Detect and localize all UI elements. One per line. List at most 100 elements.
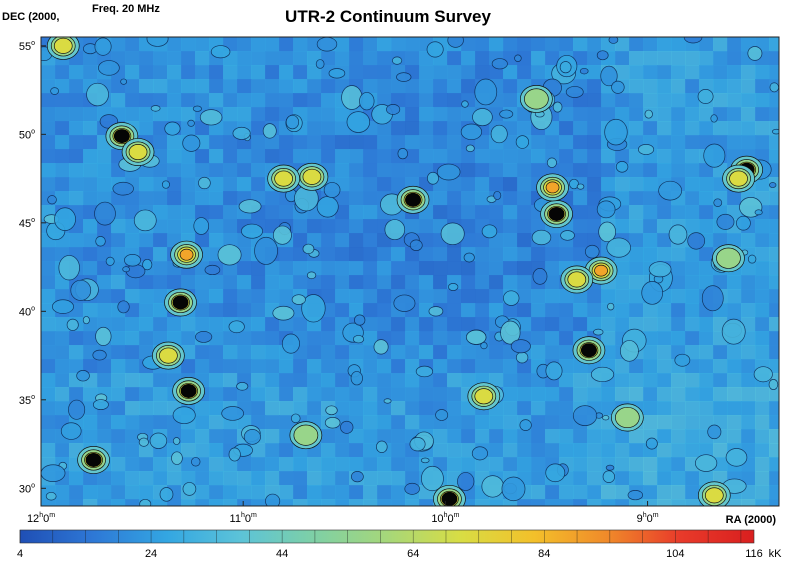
heatmap-cell	[139, 93, 154, 108]
heatmap-cell	[643, 219, 658, 234]
heatmap-cell	[755, 345, 770, 360]
heatmap-cell	[755, 107, 770, 122]
heatmap-cell	[657, 373, 672, 388]
heatmap-cell	[251, 499, 266, 506]
source	[396, 185, 430, 214]
heatmap-cell	[139, 51, 154, 66]
heatmap-cell	[279, 359, 294, 374]
contour-blob	[619, 340, 639, 362]
source	[467, 382, 501, 411]
heatmap-cell	[503, 233, 518, 248]
contour-blob	[316, 37, 338, 52]
heatmap-cell	[489, 107, 504, 122]
heatmap-cell	[769, 121, 779, 136]
heatmap-cell	[643, 485, 658, 500]
heatmap-cell	[489, 37, 504, 52]
heatmap-cell	[517, 275, 532, 290]
heatmap-cell	[321, 135, 336, 150]
heatmap-cell	[321, 247, 336, 262]
heatmap-cell	[293, 499, 308, 506]
heatmap-cell	[209, 331, 224, 346]
contour-blob	[95, 236, 106, 247]
heatmap-cell	[139, 177, 154, 192]
contour-blob	[306, 271, 317, 280]
heatmap-cell	[419, 387, 434, 402]
heatmap-cell	[657, 79, 672, 94]
heatmap-cell	[503, 457, 518, 472]
heatmap-cell	[643, 387, 658, 402]
contour-blob	[328, 68, 346, 79]
heatmap-cell	[83, 429, 98, 444]
contour-blob	[491, 58, 508, 70]
contour-blob	[98, 60, 120, 76]
heatmap-cell	[181, 345, 196, 360]
contour-blob	[384, 219, 406, 241]
heatmap-cell	[139, 373, 154, 388]
contour-blob	[510, 339, 531, 354]
heatmap-cell	[629, 429, 644, 444]
contour-blob	[60, 422, 82, 440]
heatmap-cell	[97, 163, 112, 178]
heatmap-cell	[685, 373, 700, 388]
heatmap-cell	[727, 51, 742, 66]
heatmap-cell	[615, 93, 630, 108]
heatmap-cell	[629, 51, 644, 66]
heatmap-cell	[293, 317, 308, 332]
contour-blob	[615, 161, 629, 173]
heatmap-cell	[559, 415, 574, 430]
heatmap-cell	[307, 219, 322, 234]
heatmap-cell	[83, 233, 98, 248]
heatmap-cell	[643, 247, 658, 262]
heatmap-cell	[503, 79, 518, 94]
heatmap-cell	[545, 275, 560, 290]
heatmap-cell	[615, 387, 630, 402]
heatmap-cell	[41, 121, 56, 136]
heatmap-cell	[755, 79, 770, 94]
contour-blob	[409, 239, 423, 251]
heatmap-cell	[475, 247, 490, 262]
contour-blob	[92, 349, 107, 361]
heatmap-cell	[741, 233, 756, 248]
heatmap-cell	[475, 345, 490, 360]
heatmap-cell	[685, 177, 700, 192]
heatmap-cell	[629, 373, 644, 388]
heatmap-cell	[657, 303, 672, 318]
heatmap-cell	[447, 401, 462, 416]
heatmap-cell	[377, 51, 392, 66]
heatmap-cell	[489, 415, 504, 430]
heatmap-cell	[139, 471, 154, 486]
heatmap-cell	[111, 429, 126, 444]
heatmap-cell	[265, 191, 280, 206]
contour-blob	[721, 318, 746, 345]
heatmap-cell	[125, 345, 140, 360]
heatmap-cell	[237, 303, 252, 318]
heatmap-cell	[489, 303, 504, 318]
contour-blob	[736, 215, 751, 231]
heatmap-cell	[237, 37, 252, 52]
heatmap-cell	[69, 149, 84, 164]
heatmap-cell	[461, 345, 476, 360]
heatmap-cell	[769, 331, 779, 346]
heatmap-cell	[223, 149, 238, 164]
heatmap-cell	[41, 289, 56, 304]
source	[170, 240, 203, 269]
contour-blob	[54, 207, 76, 231]
heatmap-cell	[657, 317, 672, 332]
heatmap-cell	[391, 261, 406, 276]
heatmap-cell	[587, 457, 602, 472]
heatmap-cell	[321, 107, 336, 122]
heatmap-cell	[195, 317, 210, 332]
heatmap-cell	[517, 37, 532, 52]
heatmap-cell	[111, 233, 126, 248]
heatmap-cell	[335, 373, 350, 388]
heatmap-cell	[447, 51, 462, 66]
heatmap-cell	[643, 51, 658, 66]
heatmap-cell	[237, 471, 252, 486]
heatmap-cell	[391, 415, 406, 430]
heatmap-cell	[83, 219, 98, 234]
heatmap-cell	[349, 149, 364, 164]
heatmap-cell	[629, 37, 644, 52]
heatmap-cell	[195, 471, 210, 486]
heatmap-cell	[349, 177, 364, 192]
heatmap-cell	[517, 233, 532, 248]
